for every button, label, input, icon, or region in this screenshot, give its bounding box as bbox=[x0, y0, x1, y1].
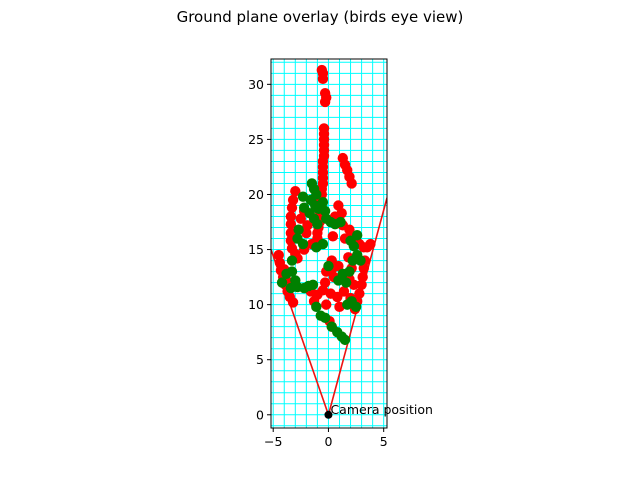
scatter-points bbox=[273, 64, 376, 346]
data-point bbox=[311, 301, 322, 313]
data-point bbox=[319, 205, 331, 217]
data-point bbox=[286, 202, 298, 213]
data-point bbox=[302, 220, 313, 231]
y-axis-ticks: 0 5 10 15 20 25 30 bbox=[248, 77, 271, 422]
data-point bbox=[350, 301, 362, 313]
data-point bbox=[287, 297, 299, 308]
data-point bbox=[287, 194, 299, 206]
data-point bbox=[365, 238, 376, 250]
data-point bbox=[295, 213, 307, 224]
data-point bbox=[317, 196, 329, 208]
data-point bbox=[321, 299, 332, 310]
data-point bbox=[338, 286, 350, 297]
y-tick-label: 15 bbox=[248, 242, 264, 257]
data-point bbox=[276, 277, 288, 288]
data-point bbox=[357, 271, 368, 283]
data-point bbox=[351, 230, 363, 241]
data-point bbox=[297, 191, 309, 202]
data-point bbox=[335, 216, 346, 228]
y-tick-label: 20 bbox=[248, 187, 264, 202]
data-point bbox=[333, 275, 344, 286]
data-point bbox=[281, 268, 292, 279]
data-point bbox=[297, 238, 309, 250]
data-point bbox=[356, 279, 367, 291]
data-point bbox=[344, 266, 355, 277]
data-point bbox=[319, 312, 331, 324]
x-axis-ticks: −5 0 5 bbox=[264, 428, 388, 449]
y-tick-label: 10 bbox=[248, 297, 264, 312]
data-point bbox=[346, 178, 357, 189]
data-point bbox=[273, 249, 284, 261]
y-tick-label: 30 bbox=[248, 77, 264, 92]
y-tick-label: 0 bbox=[256, 407, 264, 422]
camera-label: Camera position bbox=[330, 402, 433, 417]
data-point bbox=[285, 219, 297, 230]
camera-marker bbox=[324, 410, 333, 419]
data-point bbox=[317, 73, 329, 85]
data-point bbox=[293, 224, 304, 235]
data-point bbox=[298, 202, 310, 213]
camera-group: Camera position bbox=[324, 402, 433, 419]
data-point bbox=[312, 219, 323, 230]
x-tick-label: 5 bbox=[380, 434, 388, 449]
chart-title: Ground plane overlay (birds eye view) bbox=[177, 8, 464, 26]
data-point bbox=[323, 260, 334, 272]
data-point bbox=[285, 211, 297, 222]
data-point bbox=[355, 255, 366, 266]
data-point bbox=[286, 255, 298, 266]
data-point bbox=[333, 260, 344, 272]
x-tick-label: 0 bbox=[324, 434, 332, 449]
data-point bbox=[327, 231, 339, 242]
y-tick-label: 5 bbox=[256, 352, 264, 367]
data-point bbox=[307, 279, 319, 291]
data-point bbox=[290, 185, 301, 197]
data-point bbox=[317, 238, 329, 250]
y-tick-label: 25 bbox=[248, 132, 264, 147]
axes-frame bbox=[270, 58, 388, 429]
data-point bbox=[339, 334, 351, 346]
data-point bbox=[319, 96, 331, 108]
data-point bbox=[319, 277, 331, 288]
x-tick-label: −5 bbox=[264, 434, 282, 449]
